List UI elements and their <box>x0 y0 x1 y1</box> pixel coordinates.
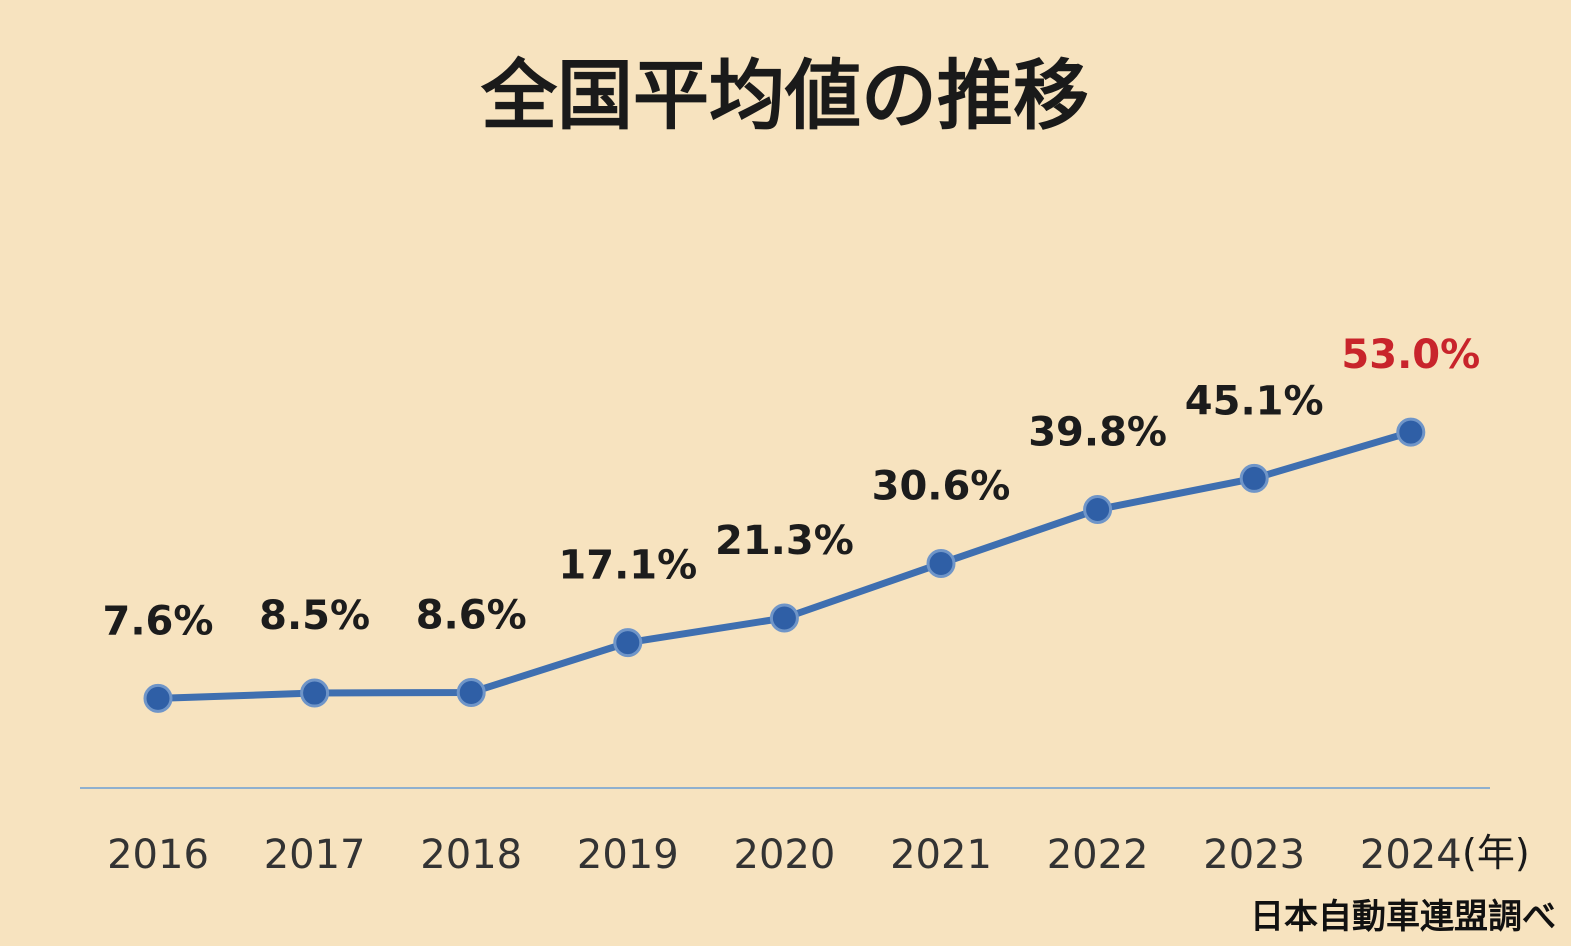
x-tick-2020: 2020 <box>734 832 836 878</box>
x-tick-2023: 2023 <box>1203 832 1305 878</box>
data-label-2022: 39.8% <box>1028 410 1167 456</box>
x-tick-2021: 2021 <box>890 832 992 878</box>
x-tick-2022: 2022 <box>1047 832 1149 878</box>
x-tick-2019: 2019 <box>577 832 679 878</box>
x-tick-2018: 2018 <box>420 832 522 878</box>
data-label-2019: 17.1% <box>558 543 697 589</box>
data-point-2018 <box>456 677 486 707</box>
data-point-2023 <box>1239 463 1269 493</box>
data-label-2020: 21.3% <box>715 518 854 564</box>
x-tick-2024: 2024 <box>1360 832 1462 878</box>
data-label-2017: 8.5% <box>259 593 370 639</box>
data-point-2024 <box>1396 417 1426 447</box>
data-point-2022 <box>1083 495 1113 525</box>
data-point-2016 <box>143 683 173 713</box>
x-axis-unit: (年) <box>1462 831 1530 875</box>
x-tick-labels: 2016 2017 2018 2019 2020 2021 2022 2023 2024 <box>107 832 1462 878</box>
chart-title: 全国平均値の推移 <box>480 51 1089 140</box>
series-layer <box>143 417 1426 713</box>
data-label-2018: 8.6% <box>416 592 527 638</box>
data-labels: 7.6% 8.5% 8.6% 17.1% 21.3% 30.6% 39.8% 45.1% 53.… <box>103 332 1481 644</box>
x-tick-2017: 2017 <box>264 832 366 878</box>
data-label-2021: 30.6% <box>872 463 1011 509</box>
data-point-2020 <box>769 603 799 633</box>
data-point-2017 <box>300 678 330 708</box>
data-label-2023: 45.1% <box>1185 378 1324 424</box>
data-point-2021 <box>926 548 956 578</box>
data-label-2016: 7.6% <box>103 598 214 644</box>
source-note: 日本自動車連盟調べ <box>1250 897 1556 937</box>
x-tick-2016: 2016 <box>107 832 209 878</box>
data-label-2024: 53.0% <box>1341 332 1480 378</box>
data-point-2019 <box>613 628 643 658</box>
